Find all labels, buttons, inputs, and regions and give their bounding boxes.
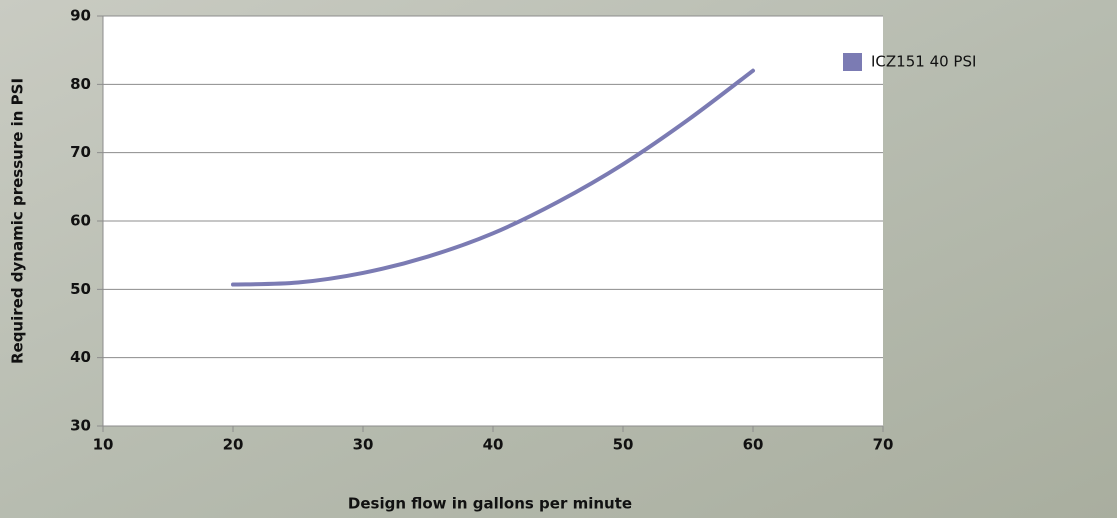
y-tick-label: 60 bbox=[70, 212, 91, 230]
y-axis-label: Required dynamic pressure in PSI bbox=[9, 78, 27, 364]
x-tick-label: 30 bbox=[353, 436, 374, 454]
x-tick-label: 10 bbox=[93, 436, 114, 454]
x-tick-label: 70 bbox=[873, 436, 894, 454]
x-tick-label: 50 bbox=[613, 436, 634, 454]
chart: Design flow in gallons per minute Requir… bbox=[0, 0, 1117, 518]
legend-label: ICZ151 40 PSI bbox=[871, 53, 976, 71]
y-tick-label: 70 bbox=[70, 143, 91, 161]
x-axis-label: Design flow in gallons per minute bbox=[348, 495, 632, 513]
page: Design flow in gallons per minute Requir… bbox=[0, 0, 1117, 518]
y-tick-label: 40 bbox=[70, 348, 91, 366]
x-tick-label: 60 bbox=[743, 436, 764, 454]
y-tick-label: 50 bbox=[70, 280, 91, 298]
y-tick-label: 80 bbox=[70, 75, 91, 93]
x-tick-label: 40 bbox=[483, 436, 504, 454]
x-tick-label: 20 bbox=[223, 436, 244, 454]
y-tick-label: 30 bbox=[70, 417, 91, 435]
y-tick-label: 90 bbox=[70, 7, 91, 25]
legend-swatch bbox=[843, 53, 862, 71]
